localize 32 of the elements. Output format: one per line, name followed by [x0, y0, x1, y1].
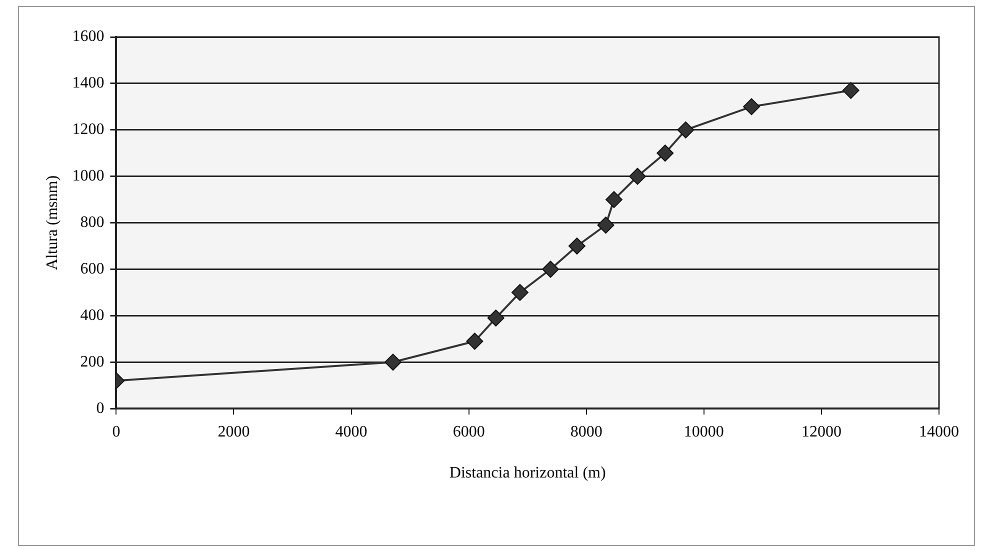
y-axis-title: Altura (msnm) [44, 175, 61, 270]
y-tick-label: 400 [80, 306, 104, 324]
point [466, 332, 484, 350]
point [542, 260, 560, 278]
y-tick-label: 1400 [72, 74, 104, 92]
point [677, 121, 694, 138]
y-tick-label: 0 [96, 400, 104, 417]
x-tick-label: 12000 [801, 423, 842, 440]
point [487, 310, 504, 327]
x-tick-label: 10000 [684, 423, 724, 440]
point [384, 354, 402, 371]
point [842, 82, 860, 99]
point [511, 284, 528, 301]
point [629, 168, 646, 185]
point [743, 98, 760, 116]
x-tick-label: 4000 [335, 423, 368, 440]
x-tick-label: 2000 [218, 423, 250, 440]
y-tick-label: 1600 [72, 28, 104, 46]
x-axis-title: Distancia horizontal (m) [449, 464, 606, 482]
x-tick-label: 6000 [452, 423, 485, 440]
x-tick-label: 8000 [570, 423, 602, 440]
y-tick-label: 1200 [72, 121, 104, 138]
point [597, 216, 614, 234]
y-tick-label: 200 [80, 353, 104, 370]
point [656, 144, 674, 162]
y-tick-label: 1000 [72, 168, 104, 185]
x-tick-label: 14000 [919, 423, 959, 440]
point [605, 191, 622, 208]
x-tick-label: 0 [112, 423, 120, 440]
point [568, 238, 586, 255]
y-tick-label: 800 [80, 214, 104, 232]
y-tick-label: 600 [80, 260, 104, 278]
